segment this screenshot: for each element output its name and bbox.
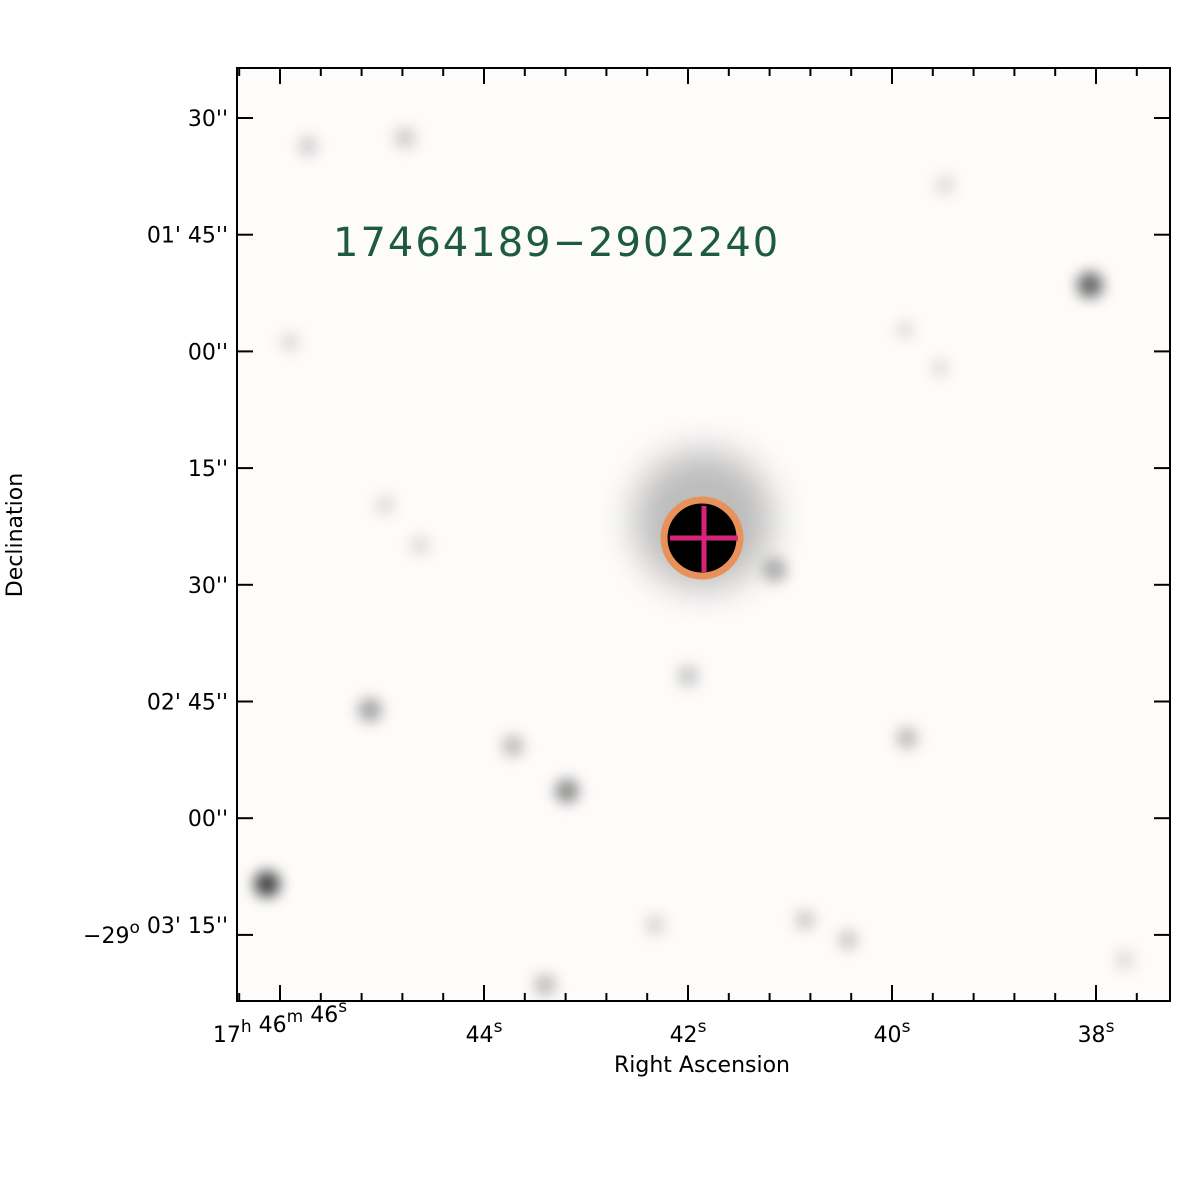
tick-label-part: 17: [213, 1023, 241, 1048]
tick-label: 00'': [188, 340, 228, 365]
tick-label-sup: s: [338, 997, 347, 1017]
tick-label-sup: h: [241, 1017, 252, 1037]
tick-label-part: 46: [252, 1013, 287, 1038]
tick-label: 42s: [670, 1017, 707, 1048]
tick-label-sup: m: [287, 1007, 304, 1027]
tick-label: 44s: [466, 1017, 503, 1048]
tick-label: −29o 03' 15'': [83, 914, 228, 949]
tick-label-part: 38: [1078, 1023, 1106, 1048]
tick-label: 00'': [188, 807, 228, 832]
tick-label-part: 01' 45'': [147, 224, 228, 249]
tick-label: 38s: [1078, 1017, 1115, 1048]
tick-label-part: 46: [303, 1003, 338, 1028]
tick-label-part: 30'': [188, 107, 228, 132]
tick-label-part: 00'': [188, 340, 228, 365]
tick-label-sup: s: [902, 1017, 911, 1037]
y-axis-title: Declination: [3, 473, 28, 597]
tick-label-part: 40: [874, 1023, 902, 1048]
tick-label: 15'': [188, 457, 228, 482]
tick-label-sup: s: [494, 1017, 503, 1037]
tick-label: 40s: [874, 1017, 911, 1048]
tick-label-part: −29: [83, 924, 129, 949]
tick-label-part: 44: [466, 1023, 494, 1048]
tick-label: 30'': [188, 574, 228, 599]
tick-label: 01' 45'': [147, 224, 228, 249]
sky-image: [237, 68, 1170, 1001]
tick-label-part: 00'': [188, 807, 228, 832]
tick-label-part: 03' 15'': [140, 914, 228, 939]
source-label: 17464189−2902240: [333, 220, 780, 266]
x-axis-title: Right Ascension: [614, 1053, 790, 1078]
tick-label-part: 42: [670, 1023, 698, 1048]
tick-label: 02' 45'': [147, 691, 228, 716]
tick-label-part: 02' 45'': [147, 691, 228, 716]
plot-frame: [236, 67, 1171, 1002]
tick-label-sup: s: [698, 1017, 707, 1037]
tick-label-part: 15'': [188, 457, 228, 482]
tick-label: 17h 46m 46s: [213, 997, 347, 1048]
tick-label-part: 30'': [188, 574, 228, 599]
target-marker: [660, 496, 744, 580]
tick-label-sup: o: [129, 918, 139, 938]
tick-label: 30'': [188, 107, 228, 132]
tick-label-sup: s: [1106, 1017, 1115, 1037]
